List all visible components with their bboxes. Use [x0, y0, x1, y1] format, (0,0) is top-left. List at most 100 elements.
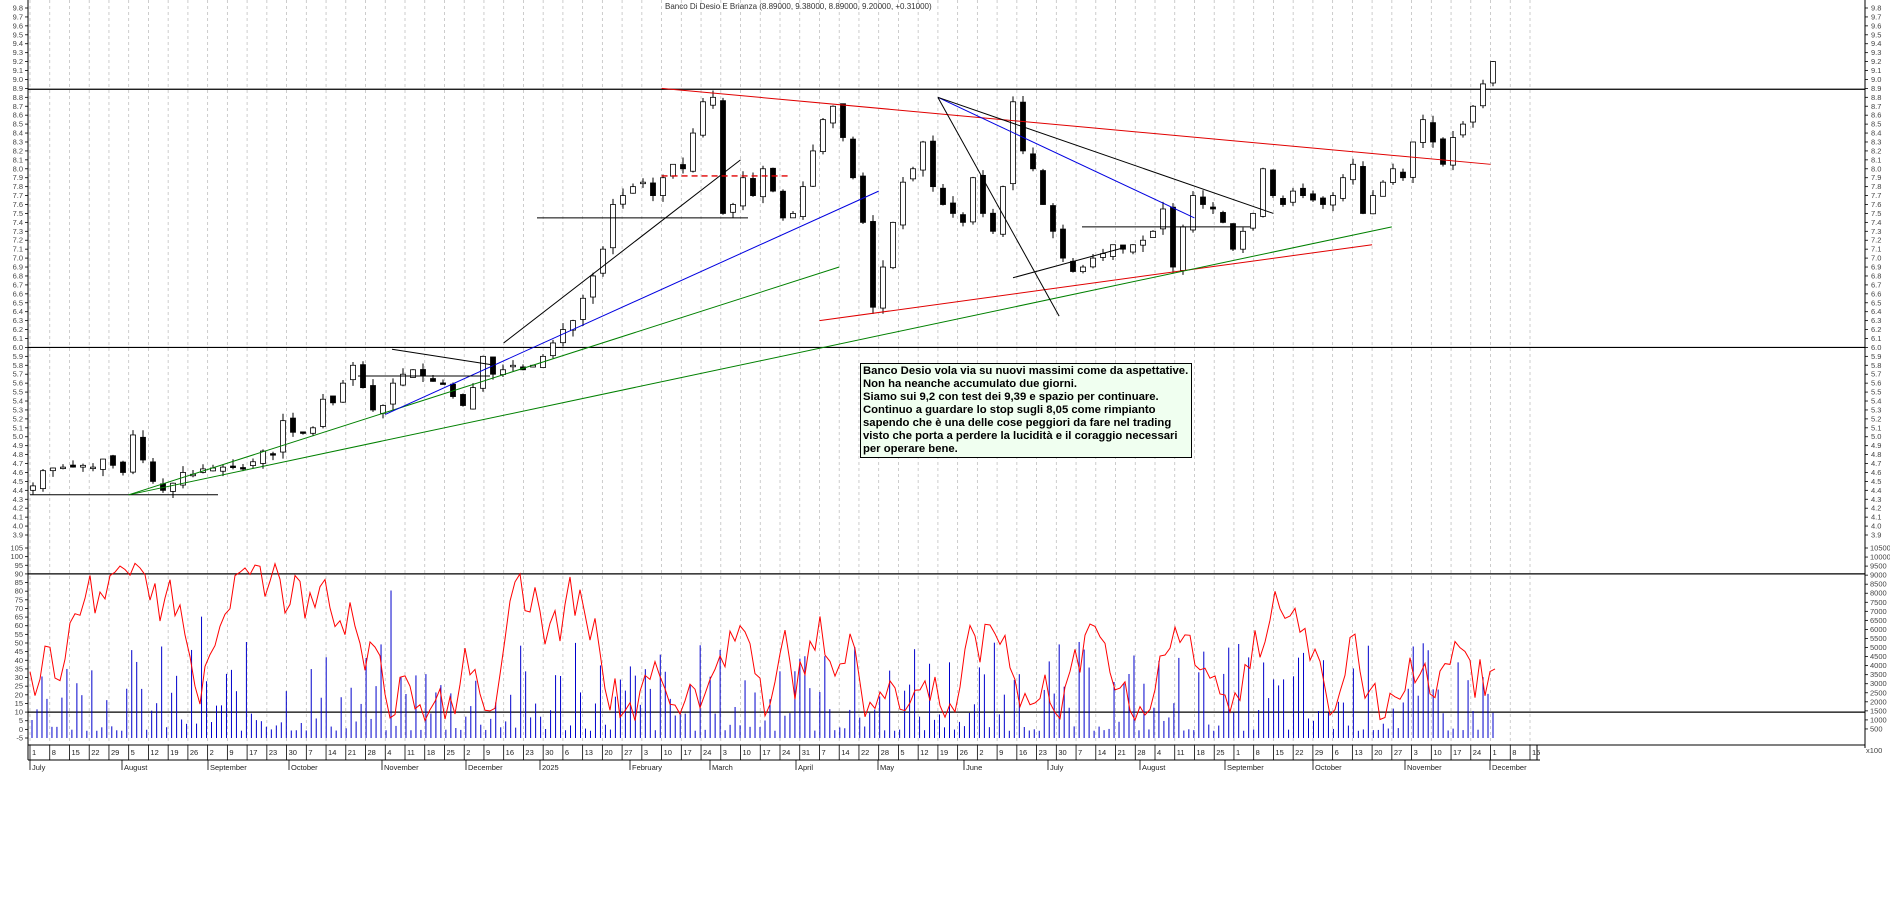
svg-text:75: 75: [15, 595, 23, 604]
svg-text:5: 5: [900, 748, 904, 757]
svg-text:October: October: [1315, 763, 1342, 772]
svg-text:17: 17: [1453, 748, 1461, 757]
svg-text:4000: 4000: [1870, 661, 1887, 670]
svg-text:6: 6: [565, 748, 569, 757]
svg-text:July: July: [1050, 763, 1064, 772]
svg-text:8.3: 8.3: [1871, 137, 1881, 146]
svg-text:25: 25: [1216, 748, 1224, 757]
note-line: Banco Desio vola via su nuovi massimi co…: [863, 365, 1189, 377]
svg-text:15: 15: [15, 699, 23, 708]
svg-text:6.9: 6.9: [1871, 263, 1881, 272]
svg-text:45: 45: [15, 647, 23, 656]
trendlines: [128, 87, 1491, 496]
svg-text:April: April: [798, 763, 813, 772]
svg-text:9.2: 9.2: [13, 57, 23, 66]
svg-text:9.6: 9.6: [1871, 21, 1881, 30]
svg-text:6.2: 6.2: [1871, 325, 1881, 334]
svg-text:8.8: 8.8: [1871, 93, 1881, 102]
svg-text:9.8: 9.8: [1871, 4, 1881, 13]
svg-text:19: 19: [940, 748, 948, 757]
svg-text:28: 28: [1137, 748, 1145, 757]
svg-text:26: 26: [190, 748, 198, 757]
svg-text:9000: 9000: [1870, 571, 1887, 580]
svg-text:4.8: 4.8: [13, 450, 23, 459]
svg-text:5.6: 5.6: [1871, 379, 1881, 388]
svg-text:16: 16: [506, 748, 514, 757]
svg-text:10000: 10000: [1870, 553, 1890, 562]
svg-text:9.1: 9.1: [13, 66, 23, 75]
svg-text:30: 30: [545, 748, 553, 757]
svg-text:July: July: [32, 763, 46, 772]
chart-title: Banco Di Desio E Brianza (8.89000, 9.380…: [665, 2, 932, 11]
svg-text:18: 18: [1196, 748, 1204, 757]
svg-text:4.0: 4.0: [1871, 522, 1881, 531]
svg-text:6.3: 6.3: [13, 316, 23, 325]
svg-text:8.2: 8.2: [13, 146, 23, 155]
svg-text:23: 23: [1039, 748, 1047, 757]
svg-text:30: 30: [1058, 748, 1066, 757]
svg-text:7.0: 7.0: [1871, 254, 1881, 263]
svg-text:0: 0: [19, 725, 23, 734]
svg-text:August: August: [124, 763, 148, 772]
svg-text:7.5: 7.5: [1871, 209, 1881, 218]
svg-text:40: 40: [15, 656, 23, 665]
svg-text:19: 19: [170, 748, 178, 757]
svg-text:2500: 2500: [1870, 688, 1887, 697]
svg-text:8.4: 8.4: [1871, 129, 1881, 138]
svg-text:5500: 5500: [1870, 634, 1887, 643]
svg-text:3: 3: [723, 748, 727, 757]
svg-text:4.1: 4.1: [13, 513, 23, 522]
svg-text:6.1: 6.1: [13, 334, 23, 343]
svg-text:4: 4: [1157, 748, 1161, 757]
svg-text:6.7: 6.7: [1871, 280, 1881, 289]
svg-text:6.3: 6.3: [1871, 316, 1881, 325]
svg-text:August: August: [1142, 763, 1166, 772]
svg-text:20: 20: [604, 748, 612, 757]
svg-text:7: 7: [1078, 748, 1082, 757]
svg-text:8.5: 8.5: [13, 120, 23, 129]
svg-text:65: 65: [15, 613, 23, 622]
svg-text:500: 500: [1870, 724, 1883, 733]
svg-text:1: 1: [1236, 748, 1240, 757]
svg-text:9.7: 9.7: [1871, 12, 1881, 21]
svg-text:6000: 6000: [1870, 625, 1887, 634]
svg-text:18: 18: [427, 748, 435, 757]
svg-text:31: 31: [802, 748, 810, 757]
svg-text:3.9: 3.9: [1871, 531, 1881, 540]
svg-text:6.1: 6.1: [1871, 334, 1881, 343]
svg-text:15: 15: [1275, 748, 1283, 757]
svg-text:10: 10: [1433, 748, 1441, 757]
svg-text:5.1: 5.1: [13, 423, 23, 432]
svg-text:4: 4: [387, 748, 391, 757]
note-line: Non ha neanche accumulato due giorni.: [863, 378, 1078, 390]
svg-text:6.2: 6.2: [13, 325, 23, 334]
svg-text:4.7: 4.7: [13, 459, 23, 468]
svg-text:4.8: 4.8: [1871, 450, 1881, 459]
note-line: Siamo sui 9,2 con test dei 9,39 e spazio…: [863, 391, 1159, 403]
svg-text:1000: 1000: [1870, 715, 1887, 724]
svg-text:10: 10: [664, 748, 672, 757]
svg-text:7.8: 7.8: [13, 182, 23, 191]
svg-text:7.2: 7.2: [1871, 236, 1881, 245]
svg-text:8.4: 8.4: [13, 129, 23, 138]
svg-text:7.4: 7.4: [13, 218, 23, 227]
svg-text:5.7: 5.7: [1871, 370, 1881, 379]
svg-text:December: December: [468, 763, 503, 772]
svg-text:November: November: [1407, 763, 1442, 772]
svg-text:14: 14: [328, 748, 336, 757]
svg-text:5: 5: [131, 748, 135, 757]
svg-text:5.4: 5.4: [1871, 397, 1881, 406]
svg-text:28: 28: [368, 748, 376, 757]
svg-text:80: 80: [15, 587, 23, 596]
svg-text:25: 25: [15, 682, 23, 691]
svg-text:85: 85: [15, 578, 23, 587]
svg-text:24: 24: [703, 748, 711, 757]
svg-text:8.1: 8.1: [13, 155, 23, 164]
volume-bars: [31, 590, 1494, 738]
svg-text:5.2: 5.2: [1871, 414, 1881, 423]
svg-text:7.3: 7.3: [13, 227, 23, 236]
svg-text:June: June: [966, 763, 982, 772]
svg-text:21: 21: [348, 748, 356, 757]
svg-text:9.2: 9.2: [1871, 57, 1881, 66]
svg-text:11: 11: [1177, 748, 1185, 757]
